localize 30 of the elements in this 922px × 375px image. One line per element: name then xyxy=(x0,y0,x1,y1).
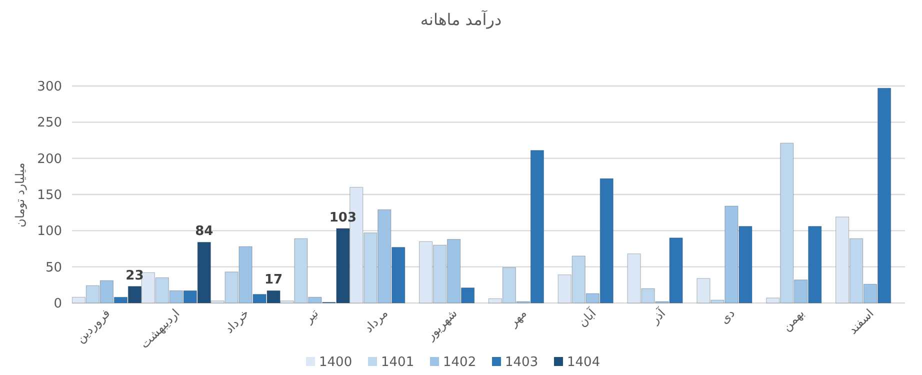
x-tick-label: مهر xyxy=(506,306,530,330)
y-tick-label: 0 xyxy=(54,296,62,312)
x-tick-label: مرداد xyxy=(361,306,390,336)
y-axis-title: میلیارد تومان xyxy=(13,162,27,228)
legend-label: 1403 xyxy=(505,355,538,370)
x-tick-label: دی xyxy=(717,306,738,327)
x-tick-label: اسفند xyxy=(846,306,876,337)
x-tick-label: اردیبهشت xyxy=(137,306,182,352)
y-tick-label: 250 xyxy=(37,116,62,131)
y-tick-label: 150 xyxy=(37,188,62,203)
legend-label: 1404 xyxy=(567,355,600,370)
x-tick-label: آبان xyxy=(574,305,600,330)
x-tick-label: تیر xyxy=(300,306,322,326)
legend-label: 1402 xyxy=(443,355,476,370)
data-label: 84 xyxy=(195,224,214,240)
y-tick-label: 100 xyxy=(37,224,62,240)
y-tick-label: 300 xyxy=(37,80,62,94)
x-tick-label: شهریور xyxy=(422,306,460,344)
data-label: 23 xyxy=(126,268,144,284)
x-tick-label: فروردین xyxy=(73,306,113,346)
legend-label: 1401 xyxy=(381,355,414,370)
chart-title: درآمد ماهانه xyxy=(420,9,502,29)
x-tick-label: بهمن xyxy=(779,306,807,334)
legend-label: 1400 xyxy=(319,355,352,370)
data-label: 17 xyxy=(264,272,283,288)
x-tick-label: آذر xyxy=(646,305,669,328)
data-label: 103 xyxy=(329,210,357,226)
y-tick-label: 200 xyxy=(37,152,62,167)
y-tick-label: 50 xyxy=(45,260,62,276)
x-tick-label: خرداد xyxy=(222,306,252,336)
